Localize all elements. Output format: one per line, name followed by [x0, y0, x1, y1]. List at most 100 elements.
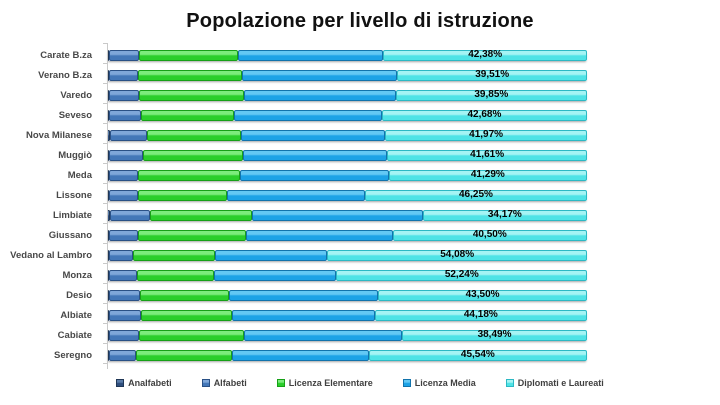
- category-label: Lissone: [56, 189, 92, 201]
- legend-marker-licenza-media: [402, 379, 411, 387]
- legend-item-analfabeti: Analfabeti: [116, 378, 172, 388]
- percent-label: 41,29%: [470, 169, 505, 180]
- bar-track: 42,38%: [107, 49, 587, 61]
- category-label: Vedano al Lambro: [10, 249, 92, 261]
- bar-segment-alfabeti: [109, 269, 137, 281]
- percent-label: 44,18%: [463, 309, 498, 320]
- bar-segment-diplomati-laureati: 42,68%: [382, 109, 587, 121]
- percent-label: 42,38%: [468, 49, 503, 60]
- percent-label: 43,50%: [465, 289, 500, 300]
- bar-segment-diplomati-laureati: 41,97%: [385, 129, 587, 141]
- bar-track: 54,08%: [107, 249, 587, 261]
- bar-track: 34,17%: [107, 209, 587, 221]
- bar-track: 43,50%: [107, 289, 587, 301]
- category-label: Cabiate: [57, 329, 92, 341]
- bar-segment-licenza-elementare: [137, 189, 227, 201]
- legend-marker-diplomati-laureati: [505, 379, 514, 387]
- bar-segment-licenza-media: [244, 89, 396, 101]
- category-label: Verano B.za: [38, 69, 92, 81]
- bar-segment-alfabeti: [110, 209, 150, 221]
- percent-label: 39,85%: [474, 89, 509, 100]
- legend-item-alfabeti: Alfabeti: [201, 378, 247, 388]
- legend-marker-analfabeti: [116, 379, 125, 387]
- percent-label: 41,97%: [469, 129, 504, 140]
- bar-track: 42,68%: [107, 109, 587, 121]
- bar-segment-alfabeti: [109, 109, 142, 121]
- bar-segment-alfabeti: [109, 129, 148, 141]
- bar-segment-alfabeti: [109, 229, 139, 241]
- bar-segment-licenza-media: [229, 289, 379, 301]
- bar-segment-licenza-elementare: [138, 229, 247, 241]
- bar-segment-alfabeti: [109, 189, 138, 201]
- bar-track: 38,49%: [107, 329, 587, 341]
- chart-row: Monza 52,24%: [0, 265, 720, 285]
- bar-track: 39,85%: [107, 89, 587, 101]
- chart-rows: Carate B.za 42,38% Verano B.za 39,51% Varedo…: [0, 45, 720, 365]
- percent-label: 54,08%: [440, 249, 475, 260]
- chart-row: Muggiò 41,61%: [0, 145, 720, 165]
- percent-label: 46,25%: [459, 189, 493, 200]
- bar-segment-licenza-media: [242, 69, 398, 81]
- bar-segment-diplomati-laureati: 45,54%: [368, 349, 588, 361]
- category-label: Meda: [67, 169, 92, 181]
- bar-segment-diplomati-laureati: 42,38%: [383, 49, 587, 61]
- bar-segment-alfabeti: [109, 309, 142, 321]
- bar-segment-diplomati-laureati: 41,29%: [388, 169, 587, 181]
- bar-segment-licenza-elementare: [139, 329, 244, 341]
- bar-segment-diplomati-laureati: 39,51%: [397, 69, 587, 81]
- category-label: Varedo: [60, 89, 92, 101]
- bar-track: 41,97%: [107, 129, 587, 141]
- bar-segment-licenza-media: [232, 349, 369, 361]
- bar-segment-licenza-media: [215, 249, 328, 261]
- category-label: Giussano: [48, 229, 92, 241]
- legend-item-licenza-media: Licenza Media: [402, 378, 476, 388]
- bar-segment-licenza-media: [251, 209, 423, 221]
- category-label: Albiate: [60, 309, 92, 321]
- legend-label: Licenza Elementare: [288, 378, 373, 388]
- bar-segment-licenza-media: [233, 109, 382, 121]
- percent-label: 38,49%: [477, 329, 512, 340]
- y-axis-line: [107, 43, 108, 369]
- bar-segment-diplomati-laureati: 54,08%: [327, 249, 587, 261]
- chart-row: Seregno 45,54%: [0, 345, 720, 365]
- bar-segment-diplomati-laureati: 38,49%: [402, 329, 587, 341]
- legend-item-diplomati-laureati: Diplomati e Laureati: [505, 378, 604, 388]
- bar-segment-alfabeti: [109, 289, 141, 301]
- chart-row: Verano B.za 39,51%: [0, 65, 720, 85]
- bar-segment-licenza-media: [242, 149, 388, 161]
- bar-segment-licenza-media: [231, 309, 375, 321]
- bar-segment-diplomati-laureati: 39,85%: [395, 89, 587, 101]
- chart-title: Popolazione per livello di istruzione: [186, 10, 534, 32]
- legend-label: Diplomati e Laureati: [517, 378, 604, 388]
- chart-row: Carate B.za 42,38%: [0, 45, 720, 65]
- chart-row: Albiate 44,18%: [0, 305, 720, 325]
- category-label: Carate B.za: [40, 49, 92, 61]
- bar-segment-alfabeti: [109, 149, 143, 161]
- bar-segment-licenza-elementare: [142, 149, 243, 161]
- bar-track: 41,61%: [107, 149, 587, 161]
- bar-segment-licenza-elementare: [140, 289, 230, 301]
- bar-track: 46,25%: [107, 189, 587, 201]
- bar-segment-alfabeti: [109, 169, 138, 181]
- legend-label: Analfabeti: [128, 378, 172, 388]
- bar-segment-licenza-elementare: [147, 129, 242, 141]
- bar-segment-licenza-media: [243, 329, 403, 341]
- bar-segment-licenza-elementare: [141, 109, 234, 121]
- category-label: Monza: [62, 269, 92, 281]
- bar-segment-licenza-elementare: [133, 249, 216, 261]
- bar-segment-alfabeti: [109, 69, 138, 81]
- chart-row: Limbiate 34,17%: [0, 205, 720, 225]
- bar-segment-alfabeti: [109, 249, 134, 261]
- bar-segment-diplomati-laureati: 43,50%: [378, 289, 587, 301]
- bar-segment-licenza-elementare: [139, 89, 245, 101]
- bar-segment-licenza-elementare: [137, 169, 240, 181]
- percent-label: 39,51%: [475, 69, 510, 80]
- legend-label: Licenza Media: [414, 378, 476, 388]
- chart-row: Giussano 40,50%: [0, 225, 720, 245]
- bar-segment-licenza-elementare: [136, 269, 215, 281]
- chart-row: Meda 41,29%: [0, 165, 720, 185]
- legend-label: Alfabeti: [213, 378, 247, 388]
- percent-label: 52,24%: [444, 269, 479, 280]
- category-label: Nova Milanese: [26, 129, 92, 141]
